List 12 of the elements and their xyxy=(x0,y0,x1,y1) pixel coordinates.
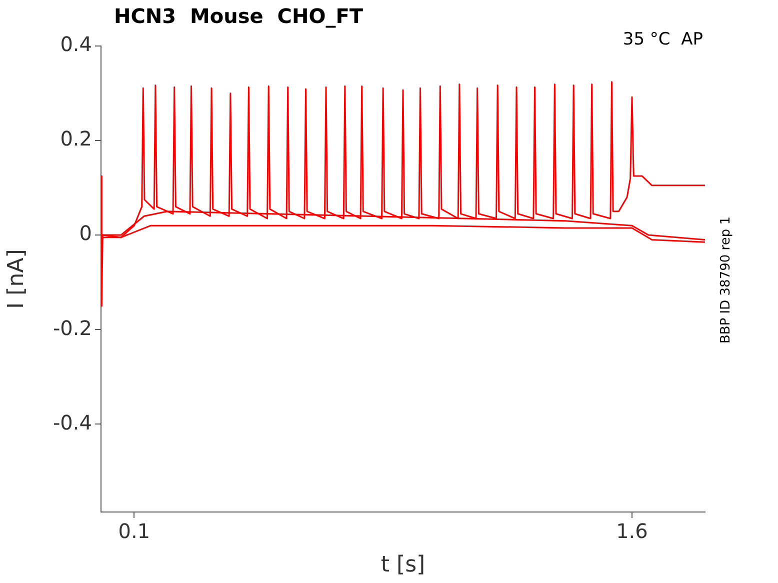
text: BBP ID 38790 rep 1 xyxy=(718,216,734,344)
annotation: 35 °C AP xyxy=(622,29,703,50)
x-tick-label: 1.6 xyxy=(616,519,648,544)
y-tick-label: 0 xyxy=(79,221,92,246)
x-axis-title: t [s] xyxy=(380,552,426,578)
y-axis-title: I [nA] xyxy=(4,249,29,309)
y-tick-label: 0.4 xyxy=(60,32,92,56)
y-tick-label: -0.2 xyxy=(52,316,92,340)
chart-title: HCN3 Mouse CHO_FT xyxy=(114,4,364,28)
y-tick-label: -0.4 xyxy=(52,410,92,434)
y-tick-label: 0.2 xyxy=(60,126,92,151)
x-tick-label: 0.1 xyxy=(118,519,150,544)
